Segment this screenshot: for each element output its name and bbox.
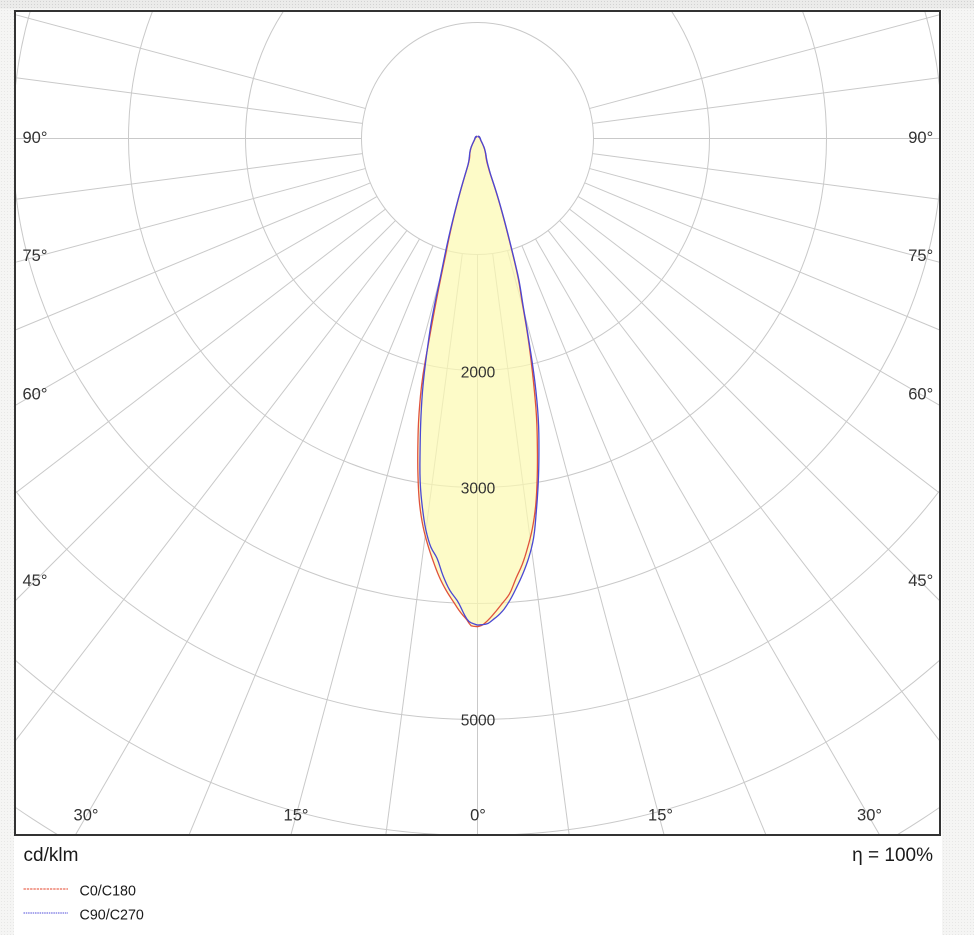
svg-text:15°: 15°	[284, 807, 309, 825]
svg-text:C0/C180: C0/C180	[80, 884, 136, 900]
svg-text:45°: 45°	[908, 572, 933, 590]
svg-text:3000: 3000	[461, 481, 496, 498]
svg-text:cd/klm: cd/klm	[24, 845, 79, 866]
svg-text:30°: 30°	[74, 807, 99, 825]
svg-text:60°: 60°	[23, 386, 48, 404]
svg-text:0°: 0°	[470, 807, 486, 825]
svg-text:η = 100%: η = 100%	[852, 845, 933, 866]
svg-text:5000: 5000	[461, 713, 496, 730]
svg-text:90°: 90°	[23, 129, 48, 147]
svg-text:75°: 75°	[23, 247, 48, 265]
svg-text:C90/C270: C90/C270	[80, 908, 144, 924]
svg-text:60°: 60°	[908, 386, 933, 404]
svg-text:15°: 15°	[648, 807, 673, 825]
svg-text:90°: 90°	[908, 129, 933, 147]
svg-text:75°: 75°	[908, 247, 933, 265]
svg-text:30°: 30°	[857, 807, 882, 825]
svg-text:45°: 45°	[23, 572, 48, 590]
svg-text:2000: 2000	[461, 365, 496, 382]
